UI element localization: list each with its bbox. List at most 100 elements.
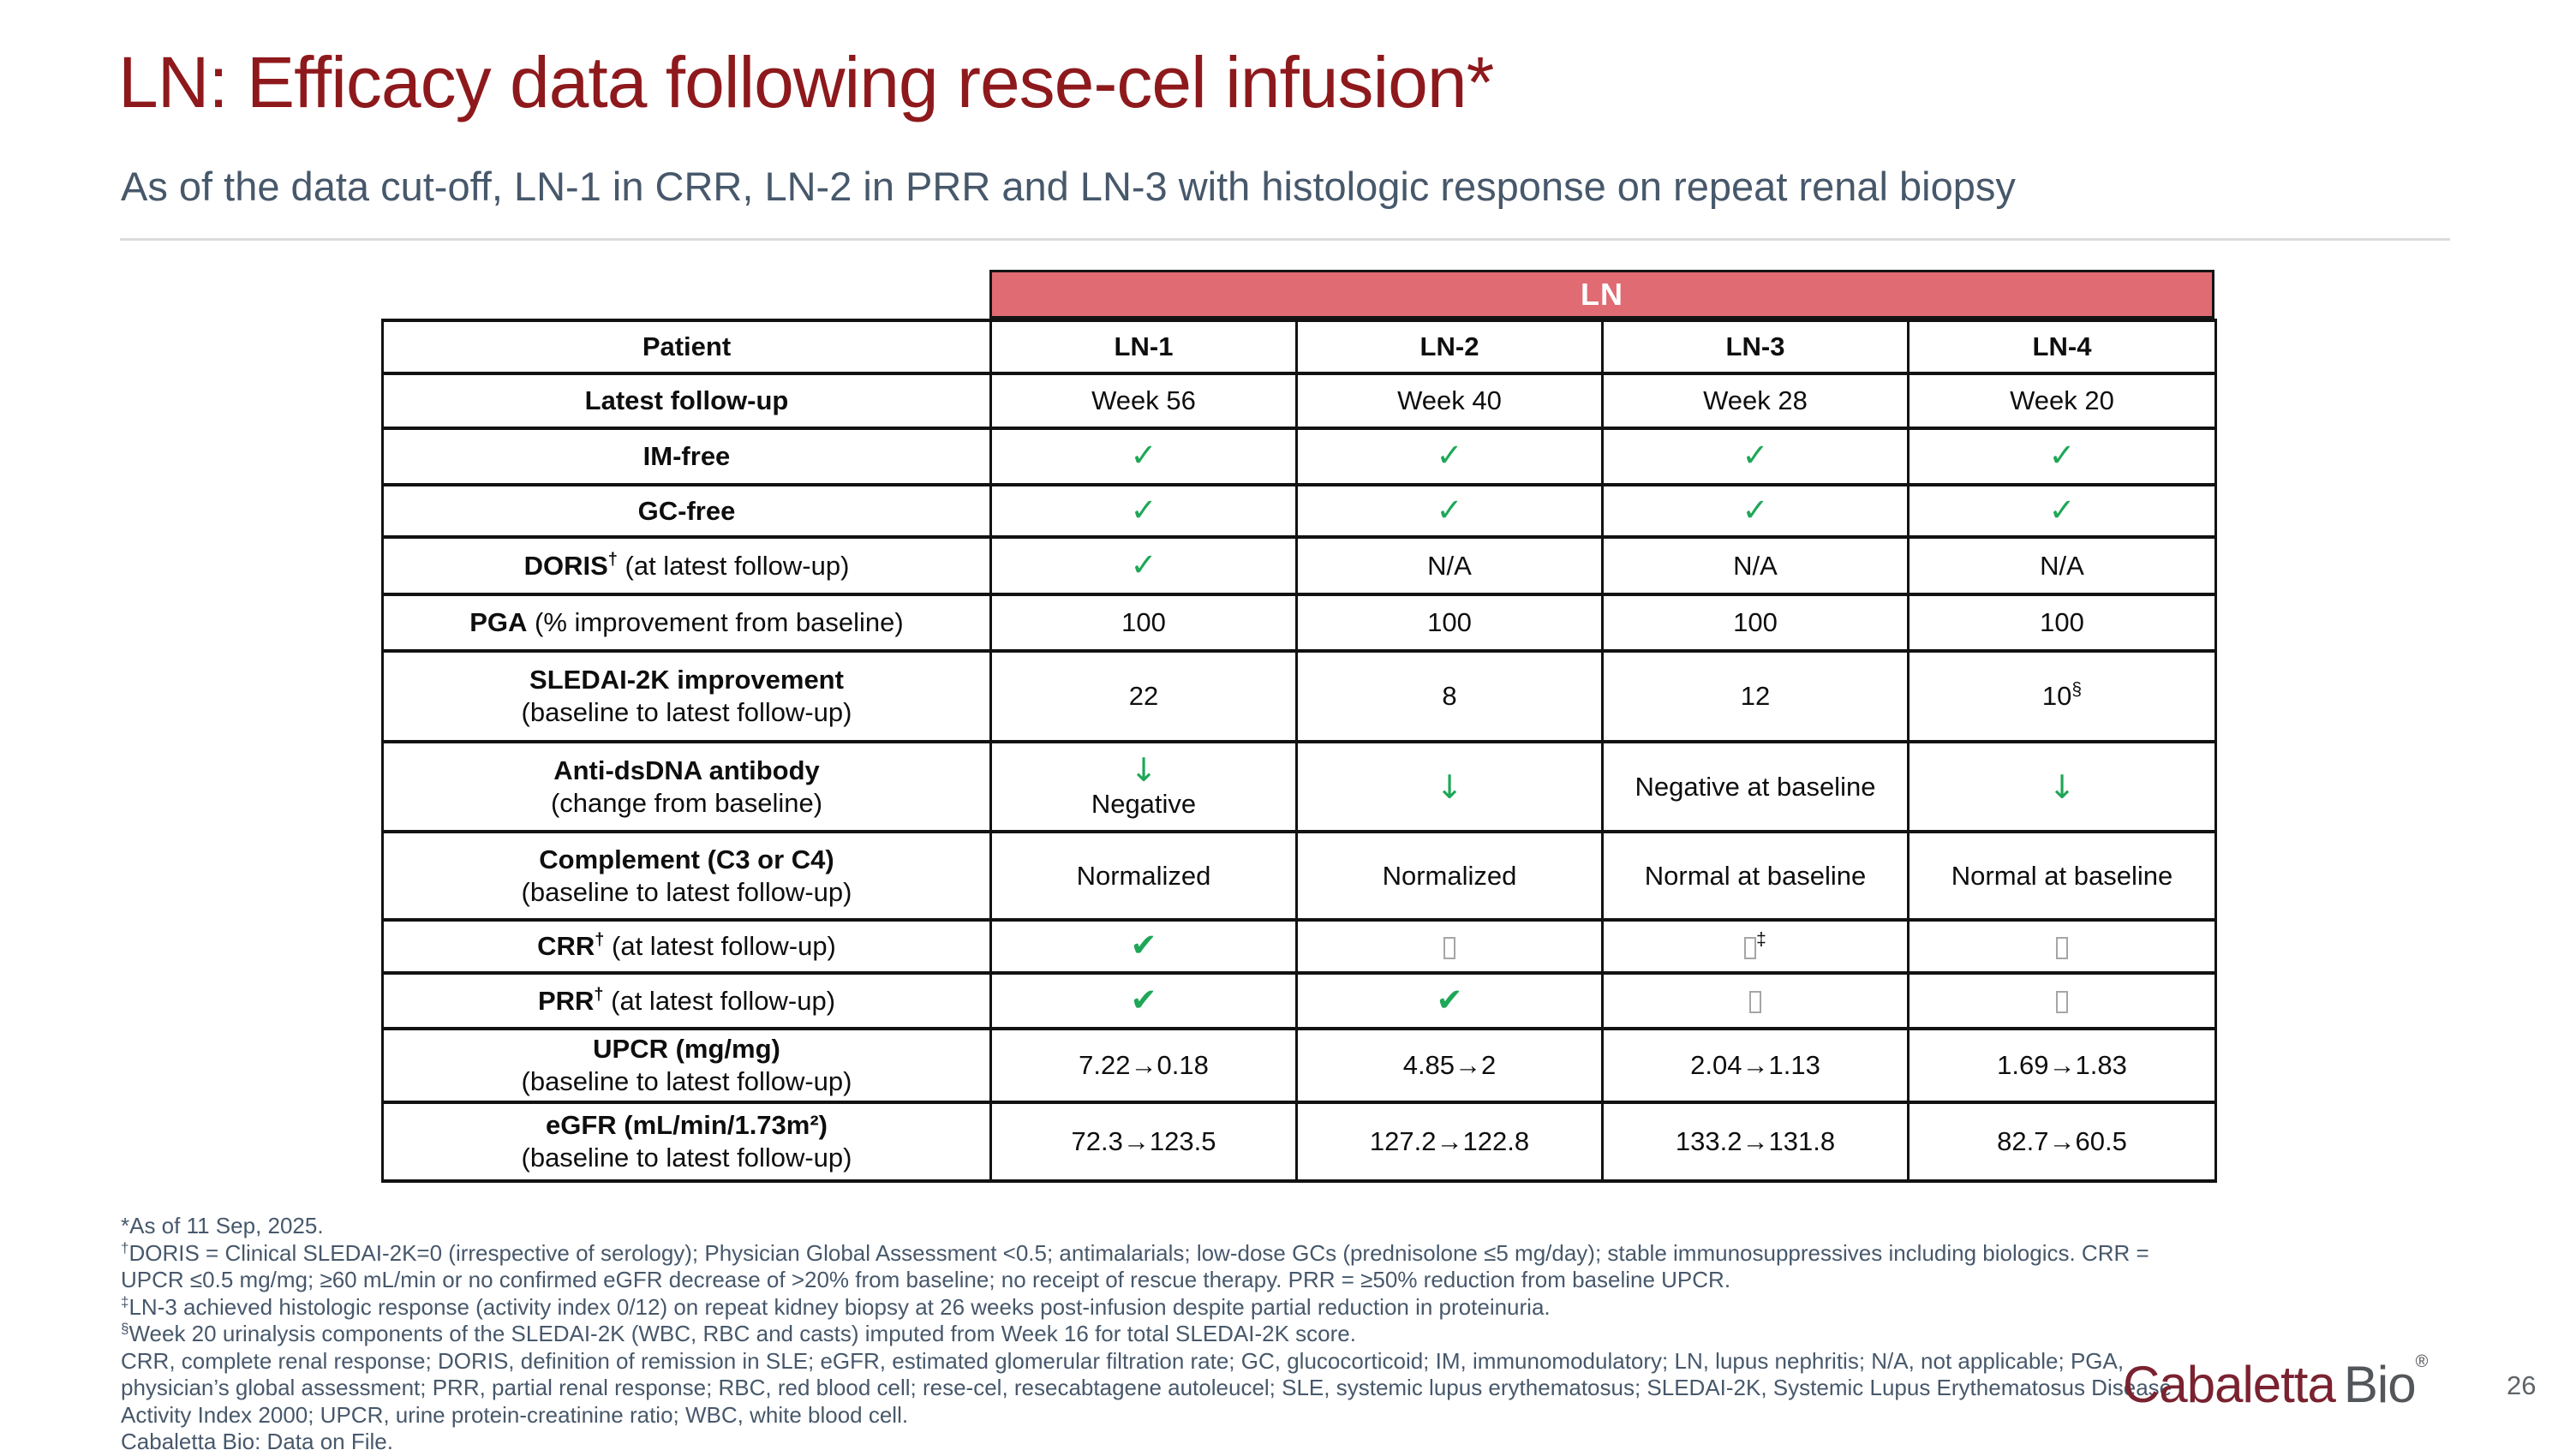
check-icon: ✓ bbox=[1130, 437, 1157, 474]
table-row: CRR† (at latest follow-up) ✔ ‡ bbox=[381, 918, 2217, 975]
table-row: PGA (% improvement from baseline) 100 100 1… bbox=[381, 593, 2217, 653]
table-row: UPCR (mg/mg) (baseline to latest follow-u… bbox=[381, 1027, 2217, 1104]
value-cell: 7.22→0.18 bbox=[989, 1027, 1298, 1104]
value-cell: Normal at baseline bbox=[1907, 830, 2217, 922]
logo-brand-text: Cabaletta bbox=[2123, 1356, 2336, 1413]
cabaletta-bio-logo: Cabaletta Bio® bbox=[2123, 1352, 2428, 1414]
value-cell: 1.69→1.83 bbox=[1907, 1027, 2217, 1104]
footnote-line: UPCR ≤0.5 mg/mg; ≥60 mL/min or no confir… bbox=[121, 1267, 1731, 1292]
empty-box-cell bbox=[1907, 971, 2217, 1030]
arrow-down-icon: ↓ bbox=[1130, 750, 1157, 789]
check-icon: ✔ bbox=[1130, 981, 1157, 1018]
column-header: LN-4 bbox=[1907, 319, 2217, 375]
table-row: Latest follow-up Week 56 Week 40 Week 28 Wee… bbox=[381, 372, 2217, 430]
value-cell: 4.85→2 bbox=[1295, 1027, 1604, 1104]
check-cell: ✓ bbox=[989, 535, 1298, 596]
table-row: Patient LN-1 LN-2 LN-3 LN-4 bbox=[381, 319, 2217, 375]
empty-box-icon bbox=[1744, 936, 1757, 959]
empty-box-cell bbox=[1907, 918, 2217, 975]
empty-box-icon bbox=[2056, 936, 2068, 959]
check-icon: ✓ bbox=[1130, 546, 1157, 583]
check-cell: ✔ bbox=[989, 971, 1298, 1030]
decrease-cell: ↓ bbox=[1907, 740, 2217, 833]
column-header: LN-2 bbox=[1295, 319, 1604, 375]
check-icon: ✓ bbox=[1742, 491, 1769, 528]
footnote-line: CRR, complete renal response; DORIS, def… bbox=[121, 1347, 2125, 1374]
check-cell: ✓ bbox=[1907, 427, 2217, 486]
value-cell: N/A bbox=[1907, 535, 2217, 596]
value-cell: 10§ bbox=[1907, 649, 2217, 743]
value-cell: N/A bbox=[1295, 535, 1604, 596]
value-cell: Week 20 bbox=[1907, 372, 2217, 430]
footnote-line: physician’s global assessment; PRR, part… bbox=[121, 1375, 2173, 1400]
row-label: UPCR (mg/mg) (baseline to latest follow-u… bbox=[381, 1027, 992, 1104]
check-cell: ✔ bbox=[1295, 971, 1604, 1030]
row-label: Complement (C3 or C4) (baseline to latest… bbox=[381, 830, 992, 922]
column-header: LN-3 bbox=[1601, 319, 1910, 375]
value-cell: 100 bbox=[1601, 593, 1910, 653]
value-cell: 100 bbox=[989, 593, 1298, 653]
efficacy-table: Patient LN-1 LN-2 LN-3 LN-4 Latest follow-up W… bbox=[381, 319, 2217, 1183]
logo-suffix-text: Bio bbox=[2343, 1356, 2417, 1413]
page-number: 26 bbox=[2507, 1370, 2537, 1400]
check-icon: ✓ bbox=[1436, 437, 1463, 474]
table-row: SLEDAI-2K improvement (baseline to latest… bbox=[381, 649, 2217, 743]
arrow-down-icon: ↓ bbox=[2048, 767, 2076, 806]
value-cell: 2.04→1.13 bbox=[1601, 1027, 1910, 1104]
row-label: Patient bbox=[381, 319, 992, 375]
empty-box-cell: ‡ bbox=[1601, 918, 1910, 975]
check-cell: ✓ bbox=[1907, 483, 2217, 539]
row-label: DORIS† (at latest follow-up) bbox=[381, 535, 992, 596]
slide-subtitle: As of the data cut-off, LN-1 in CRR, LN-… bbox=[121, 164, 2016, 209]
check-icon: ✓ bbox=[1130, 491, 1157, 528]
row-label: CRR† (at latest follow-up) bbox=[381, 918, 992, 975]
row-label: PGA (% improvement from baseline) bbox=[381, 593, 992, 653]
value-cell: 12 bbox=[1601, 649, 1910, 743]
row-label: GC-free bbox=[381, 483, 992, 539]
row-label: SLEDAI-2K improvement (baseline to latest… bbox=[381, 649, 992, 743]
value-cell: 72.3→123.5 bbox=[989, 1101, 1298, 1183]
value-cell: 133.2→131.8 bbox=[1601, 1101, 1910, 1183]
row-label: IM-free bbox=[381, 427, 992, 486]
check-icon: ✓ bbox=[1742, 437, 1769, 474]
check-icon: ✓ bbox=[1436, 491, 1463, 528]
value-cell: Negative at baseline bbox=[1601, 740, 1910, 833]
double-dagger-marker: ‡ bbox=[1756, 929, 1766, 950]
efficacy-table-section: LN Patient LN-1 LN-2 LN-3 LN-4 Latest follow-… bbox=[381, 270, 2217, 1183]
table-row: Complement (C3 or C4) (baseline to latest… bbox=[381, 830, 2217, 922]
check-icon: ✓ bbox=[2048, 437, 2076, 474]
footnote-line: †DORIS = Clinical SLEDAI-2K=0 (irrespect… bbox=[121, 1238, 2149, 1266]
footnote-line: Activity Index 2000; UPCR, urine protein… bbox=[121, 1401, 909, 1428]
empty-box-cell bbox=[1601, 971, 1910, 1030]
table-row: IM-free ✓ ✓ ✓ ✓ bbox=[381, 427, 2217, 486]
value-cell: 82.7→60.5 bbox=[1907, 1101, 2217, 1183]
empty-box-cell bbox=[1295, 918, 1604, 975]
row-label: Anti-dsDNA antibody (change from baseline… bbox=[381, 740, 992, 833]
check-cell: ✓ bbox=[1601, 483, 1910, 539]
row-label: PRR† (at latest follow-up) bbox=[381, 971, 992, 1030]
value-cell: N/A bbox=[1601, 535, 1910, 596]
check-icon: ✔ bbox=[1436, 981, 1463, 1018]
row-label: eGFR (mL/min/1.73m²) (baseline to latest … bbox=[381, 1101, 992, 1183]
value-cell: Normal at baseline bbox=[1601, 830, 1910, 922]
footnote-line: *As of 11 Sep, 2025. bbox=[121, 1213, 324, 1238]
footnotes: *As of 11 Sep, 2025. †DORIS = Clinical SL… bbox=[121, 1213, 2177, 1456]
value-cell: 22 bbox=[989, 649, 1298, 743]
table-group-header: LN bbox=[989, 270, 2214, 319]
check-cell: ✓ bbox=[989, 427, 1298, 486]
empty-box-icon bbox=[1749, 991, 1761, 1014]
table-row: DORIS† (at latest follow-up) ✓ N/A N/A N/A bbox=[381, 535, 2217, 596]
row-label: Latest follow-up bbox=[381, 372, 992, 430]
check-icon: ✓ bbox=[2048, 491, 2076, 528]
check-cell: ✓ bbox=[989, 483, 1298, 539]
value-cell: Week 28 bbox=[1601, 372, 1910, 430]
value-cell: 127.2→122.8 bbox=[1295, 1101, 1604, 1183]
check-icon: ✔ bbox=[1130, 927, 1157, 964]
value-cell: Normalized bbox=[1295, 830, 1604, 922]
decrease-cell: ↓ Negative bbox=[989, 740, 1298, 833]
table-row: PRR† (at latest follow-up) ✔ ✔ bbox=[381, 971, 2217, 1030]
value-cell: Week 56 bbox=[989, 372, 1298, 430]
check-cell: ✓ bbox=[1295, 483, 1604, 539]
value-cell: 100 bbox=[1295, 593, 1604, 653]
